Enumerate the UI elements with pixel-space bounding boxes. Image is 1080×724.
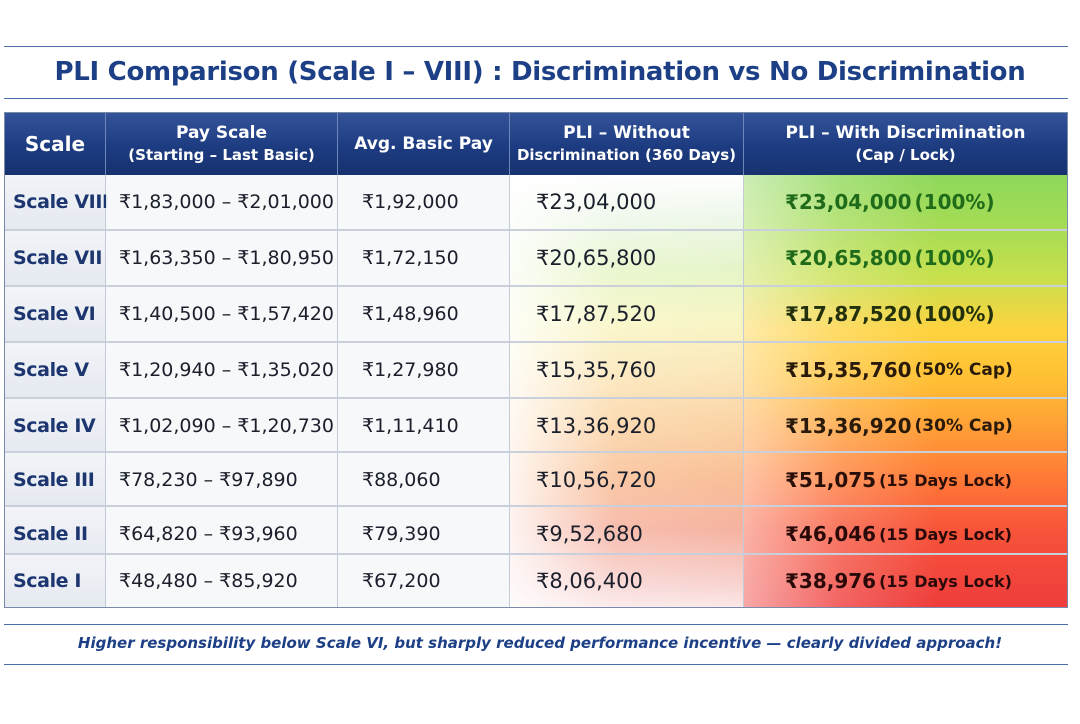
pli-with-note: (50% Cap) <box>914 360 1013 380</box>
cell-avg-basic: ₹1,92,000 <box>338 175 510 229</box>
top-rule <box>4 46 1068 47</box>
cell-pli-with: ₹46,046 (15 Days Lock) <box>744 507 1067 561</box>
header-pli-with-line1: PLI – With Discrimination <box>785 123 1026 143</box>
header-avg-basic-label: Avg. Basic Pay <box>354 134 493 154</box>
cell-pli-without: ₹8,06,400 <box>510 555 744 607</box>
header-pli-without-line2: Discrimination (360 Days) <box>516 146 737 164</box>
cell-pli-without: ₹10,56,720 <box>510 453 744 507</box>
cell-pli-without: ₹23,04,000 <box>510 175 744 229</box>
pli-with-note: (100%) <box>914 246 995 270</box>
cell-pay-scale: ₹48,480 – ₹85,920 <box>106 555 338 607</box>
pli-with-value: ₹51,075 <box>785 468 877 492</box>
pli-with-value: ₹46,046 <box>785 522 877 546</box>
table-row: Scale IV ₹1,02,090 – ₹1,20,730 ₹1,11,410… <box>5 399 1067 453</box>
cell-scale: Scale III <box>5 453 106 507</box>
table-row: Scale VII ₹1,63,350 – ₹1,80,950 ₹1,72,15… <box>5 231 1067 285</box>
cell-pli-without: ₹9,52,680 <box>510 507 744 561</box>
pli-with-note: (15 Days Lock) <box>879 470 1012 490</box>
cell-scale: Scale IV <box>5 399 106 453</box>
row-divider <box>5 341 1067 343</box>
table-row: Scale VI ₹1,40,500 – ₹1,57,420 ₹1,48,960… <box>5 287 1067 341</box>
cell-scale: Scale II <box>5 507 106 561</box>
cell-pay-scale: ₹78,230 – ₹97,890 <box>106 453 338 507</box>
cell-avg-basic: ₹1,11,410 <box>338 399 510 453</box>
cell-pli-without: ₹15,35,760 <box>510 343 744 397</box>
cell-scale: Scale VII <box>5 231 106 285</box>
cell-pli-without: ₹17,87,520 <box>510 287 744 341</box>
header-scale-label: Scale <box>24 132 86 156</box>
pli-comparison-table: Scale Pay Scale (Starting – Last Basic) … <box>4 112 1068 608</box>
cell-pay-scale: ₹64,820 – ₹93,960 <box>106 507 338 561</box>
header-pli-with: PLI – With Discrimination (Cap / Lock) <box>744 113 1067 175</box>
cell-avg-basic: ₹1,48,960 <box>338 287 510 341</box>
cell-pli-with: ₹13,36,920 (30% Cap) <box>744 399 1067 453</box>
pli-with-note: (30% Cap) <box>914 416 1013 436</box>
cell-avg-basic: ₹79,390 <box>338 507 510 561</box>
pli-with-value: ₹20,65,800 <box>785 246 912 270</box>
row-divider <box>5 285 1067 287</box>
pli-with-gradient <box>744 175 1067 607</box>
header-pay-scale-line1: Pay Scale <box>175 123 268 143</box>
header-avg-basic: Avg. Basic Pay <box>338 113 510 175</box>
table-row: Scale III ₹78,230 – ₹97,890 ₹88,060 ₹10,… <box>5 453 1067 507</box>
cell-scale: Scale I <box>5 555 106 607</box>
cell-pli-without: ₹20,65,800 <box>510 231 744 285</box>
cell-pli-with: ₹15,35,760 (50% Cap) <box>744 343 1067 397</box>
pli-with-note: (15 Days Lock) <box>879 571 1012 591</box>
cell-pli-with: ₹17,87,520 (100%) <box>744 287 1067 341</box>
pli-with-value: ₹15,35,760 <box>785 358 912 382</box>
pli-with-note: (100%) <box>914 190 995 214</box>
cell-avg-basic: ₹88,060 <box>338 453 510 507</box>
cell-avg-basic: ₹1,27,980 <box>338 343 510 397</box>
pli-with-note: (15 Days Lock) <box>879 524 1012 544</box>
cell-pay-scale: ₹1,40,500 – ₹1,57,420 <box>106 287 338 341</box>
row-divider <box>5 505 1067 507</box>
cell-pli-without: ₹13,36,920 <box>510 399 744 453</box>
cell-pay-scale: ₹1,02,090 – ₹1,20,730 <box>106 399 338 453</box>
header-pli-with-line2: (Cap / Lock) <box>855 146 956 164</box>
cell-pli-with: ₹51,075 (15 Days Lock) <box>744 453 1067 507</box>
pli-with-value: ₹38,976 <box>785 569 877 593</box>
row-divider <box>5 229 1067 231</box>
table-row: Scale II ₹64,820 – ₹93,960 ₹79,390 ₹9,52… <box>5 507 1067 561</box>
pli-with-value: ₹17,87,520 <box>785 302 912 326</box>
cell-avg-basic: ₹67,200 <box>338 555 510 607</box>
row-divider <box>5 553 1067 555</box>
header-pli-without: PLI – Without Discrimination (360 Days) <box>510 113 744 175</box>
table-body: Scale VIII ₹1,83,000 – ₹2,01,000 ₹1,92,0… <box>5 175 1067 607</box>
cell-pli-with: ₹20,65,800 (100%) <box>744 231 1067 285</box>
header-pay-scale-line2: (Starting – Last Basic) <box>128 146 315 164</box>
row-divider <box>5 397 1067 399</box>
cell-scale: Scale VI <box>5 287 106 341</box>
cell-pay-scale: ₹1,83,000 – ₹2,01,000 <box>106 175 338 229</box>
table-header: Scale Pay Scale (Starting – Last Basic) … <box>5 113 1067 175</box>
header-pli-without-line1: PLI – Without <box>563 123 690 143</box>
cell-pay-scale: ₹1,20,940 – ₹1,35,020 <box>106 343 338 397</box>
footer-top-rule <box>4 624 1068 625</box>
pli-without-gradient <box>510 175 744 607</box>
cell-scale: Scale V <box>5 343 106 397</box>
header-pay-scale: Pay Scale (Starting – Last Basic) <box>106 113 338 175</box>
pli-with-note: (100%) <box>914 302 995 326</box>
cell-avg-basic: ₹1,72,150 <box>338 231 510 285</box>
cell-pli-with: ₹38,976 (15 Days Lock) <box>744 555 1067 607</box>
footer-bottom-rule <box>4 664 1068 665</box>
cell-scale: Scale VIII <box>5 175 109 229</box>
cell-pay-scale: ₹1,63,350 – ₹1,80,950 <box>106 231 338 285</box>
table-row: Scale VIII ₹1,83,000 – ₹2,01,000 ₹1,92,0… <box>5 175 1067 229</box>
header-scale: Scale <box>5 113 106 175</box>
table-row: Scale I ₹48,480 – ₹85,920 ₹67,200 ₹8,06,… <box>5 555 1067 607</box>
title-rule <box>4 98 1068 99</box>
cell-pli-with: ₹23,04,000 (100%) <box>744 175 1067 229</box>
page-title: PLI Comparison (Scale I – VIII) : Discri… <box>54 57 1026 87</box>
table-row: Scale V ₹1,20,940 – ₹1,35,020 ₹1,27,980 … <box>5 343 1067 397</box>
row-divider <box>5 451 1067 453</box>
pli-with-value: ₹13,36,920 <box>785 414 912 438</box>
footer-note: Higher responsibility below Scale VI, bu… <box>77 634 1003 652</box>
pli-with-value: ₹23,04,000 <box>785 190 912 214</box>
